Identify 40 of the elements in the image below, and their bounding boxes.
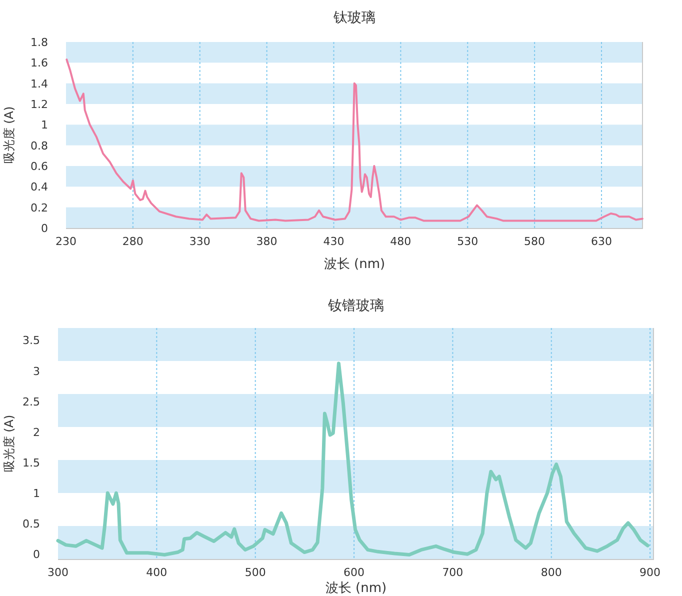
x-tick-label: 500 — [244, 566, 266, 579]
x-tick-label: 480 — [390, 235, 412, 248]
y-tick-label: 2 — [33, 426, 40, 439]
y-tick-label: 1.6 — [30, 56, 48, 70]
x-tick-label: 230 — [56, 235, 76, 248]
y-tick-label: 0.4 — [30, 180, 48, 194]
y-tick-label: 0.6 — [30, 160, 48, 173]
x-tick-label: 530 — [457, 235, 478, 248]
y-tick-label: 0 — [33, 548, 40, 562]
chart-title: 钛玻璃 — [332, 10, 376, 26]
y-tick-label: 0 — [41, 222, 48, 235]
y-tick-label: 0.8 — [30, 139, 48, 152]
y-tick-label: 1 — [33, 487, 40, 500]
y-tick-label: 1.2 — [30, 98, 48, 111]
y-tick-label: 1.4 — [30, 77, 48, 90]
x-tick-label: 380 — [256, 235, 278, 248]
y-tick-label: 1 — [41, 118, 48, 132]
y-axis-title: 吸光度 (A) — [2, 106, 16, 164]
y-tick-label: 3.5 — [22, 334, 40, 348]
y-tick-label: 1.5 — [22, 456, 40, 470]
x-tick-label: 280 — [122, 235, 144, 248]
y-tick-label: 1.8 — [30, 36, 48, 49]
x-tick-label: 400 — [146, 566, 168, 579]
x-axis-title: 波长 (nm) — [325, 581, 387, 596]
y-tick-label: 0.2 — [30, 201, 48, 214]
x-tick-label: 900 — [640, 566, 661, 579]
x-tick-label: 300 — [48, 566, 68, 579]
y-tick-label: 3 — [33, 364, 40, 378]
x-tick-label: 600 — [344, 566, 365, 579]
y-tick-label: 0.5 — [22, 518, 40, 531]
x-tick-label: 580 — [524, 235, 546, 248]
chart-title: 钕镨玻璃 — [327, 298, 384, 314]
y-axis-title: 吸光度 (A) — [2, 414, 16, 472]
y-tick-label: 2.5 — [22, 395, 40, 408]
x-tick-label: 630 — [591, 235, 612, 248]
x-tick-label: 700 — [442, 566, 464, 579]
x-tick-label: 800 — [540, 566, 562, 579]
x-axis-title: 波长 (nm) — [324, 257, 386, 272]
x-tick-label: 330 — [189, 235, 210, 248]
x-tick-label: 430 — [323, 235, 344, 248]
